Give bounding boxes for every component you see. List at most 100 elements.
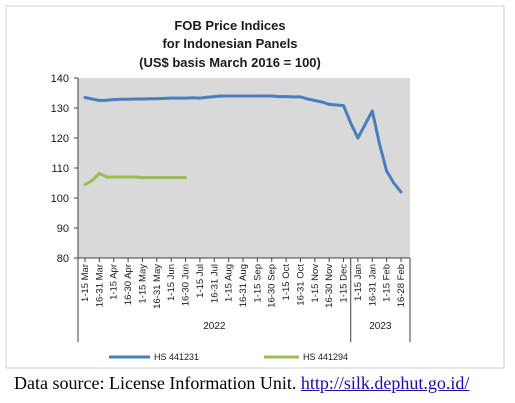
plot-area [78,78,410,258]
data-point [335,103,338,107]
data-point [162,176,166,179]
data-point [198,96,202,100]
y-tick-label: 130 [51,103,69,115]
data-point [313,99,317,102]
x-tick-label: 1-15 Dec [339,264,350,303]
data-point [169,96,173,100]
x-tick-label: 16-30 Nov [324,264,335,308]
data-point [212,95,216,98]
data-point [133,175,137,179]
data-point [98,172,101,175]
data-point [133,97,137,101]
data-point [148,97,151,100]
data-point [256,94,259,98]
source-label: Data source: License Information Unit. [14,373,301,393]
data-point [241,94,245,98]
data-point [370,109,374,113]
data-point [270,94,274,98]
data-point [320,100,324,104]
data-point [119,175,123,179]
y-tick-label: 110 [51,163,69,175]
x-tick-label: 1-15 Apr [109,264,120,300]
data-point [177,96,180,100]
data-point [191,96,195,100]
data-point [263,94,266,98]
data-point [399,190,403,194]
data-point [291,95,295,99]
data-point [248,94,252,98]
data-point [356,136,360,140]
data-point [392,181,396,185]
data-point [220,94,223,98]
data-point [299,95,302,99]
x-tick-label: 1-15 Feb [382,264,393,302]
data-point [155,176,159,179]
data-point [205,95,209,99]
x-tick-label: 1-15 Jul [195,264,206,298]
data-point [184,96,187,100]
x-tick-label: 1-15 Jan [353,264,364,301]
data-point [126,98,130,101]
data-point [277,95,281,98]
chart-title-line: (US$ basis March 2016 = 100) [139,55,321,70]
data-point [385,169,388,173]
x-tick-label: 16-31 Mar [94,264,105,307]
data-point [306,97,309,101]
legend-label: HS 441231 [154,352,199,362]
data-point [83,183,87,186]
data-point [378,142,381,146]
data-point [234,94,238,98]
source-note: Data source: License Information Unit. h… [14,373,469,394]
data-point [90,97,94,101]
data-point [148,176,151,179]
data-point [83,96,87,99]
data-point [126,175,130,179]
data-point [349,121,353,125]
data-point [363,123,367,126]
y-tick-label: 120 [51,133,69,145]
data-point [169,176,173,179]
x-tick-label: 1-15 Oct [281,264,292,301]
x-tick-label: 1-15 Mar [80,264,91,302]
x-tick-label: 16-28 Feb [396,264,407,307]
x-tick-label: 16-30 Jun [181,264,192,306]
x-tick-label: 16-31 Jul [209,264,220,303]
y-tick-label: 100 [51,193,69,205]
x-tick-label: 16-31 Oct [295,264,306,306]
y-tick-label: 90 [57,223,69,235]
y-tick-label: 80 [57,253,69,265]
data-point [342,104,345,107]
year-group-label: 2023 [369,321,392,332]
data-point [141,97,144,101]
data-point [105,98,108,102]
x-tick-label: 1-15 Aug [224,264,235,302]
x-tick-label: 1-15 Jun [166,264,177,301]
x-tick-label: 16-31 Aug [238,264,249,307]
chart-svg: 80 90 100 110 120 130 140 1-15 Mar 16-31 Mar 1-15… [5,5,505,369]
data-point [141,176,144,179]
x-tick-label: 16-30 Sep [267,264,278,308]
data-point [327,103,331,106]
y-tick-label: 140 [51,73,69,85]
x-tick-label: 1-15 May [137,264,148,304]
data-point [227,94,230,98]
x-tick-label: 1-15 Nov [310,264,321,303]
data-point [112,175,116,179]
source-link[interactable]: http://silk.dephut.go.id/ [300,373,470,393]
data-point [284,95,288,98]
x-tick-label: 16-30 Apr [123,264,134,305]
x-tick-label: 16-31 May [152,264,163,309]
data-point [119,98,123,101]
x-tick-label: 1-15 Sep [252,264,263,303]
chart-title-line: FOB Price Indices [174,18,285,33]
data-point [177,176,180,179]
x-tick-label: 16-31 Jan [367,264,378,306]
data-point [184,176,187,179]
data-point [112,98,116,101]
data-point [162,97,166,100]
data-point [105,175,108,179]
legend-label: HS 441294 [303,352,348,362]
data-point [155,97,159,100]
data-point [98,99,101,102]
